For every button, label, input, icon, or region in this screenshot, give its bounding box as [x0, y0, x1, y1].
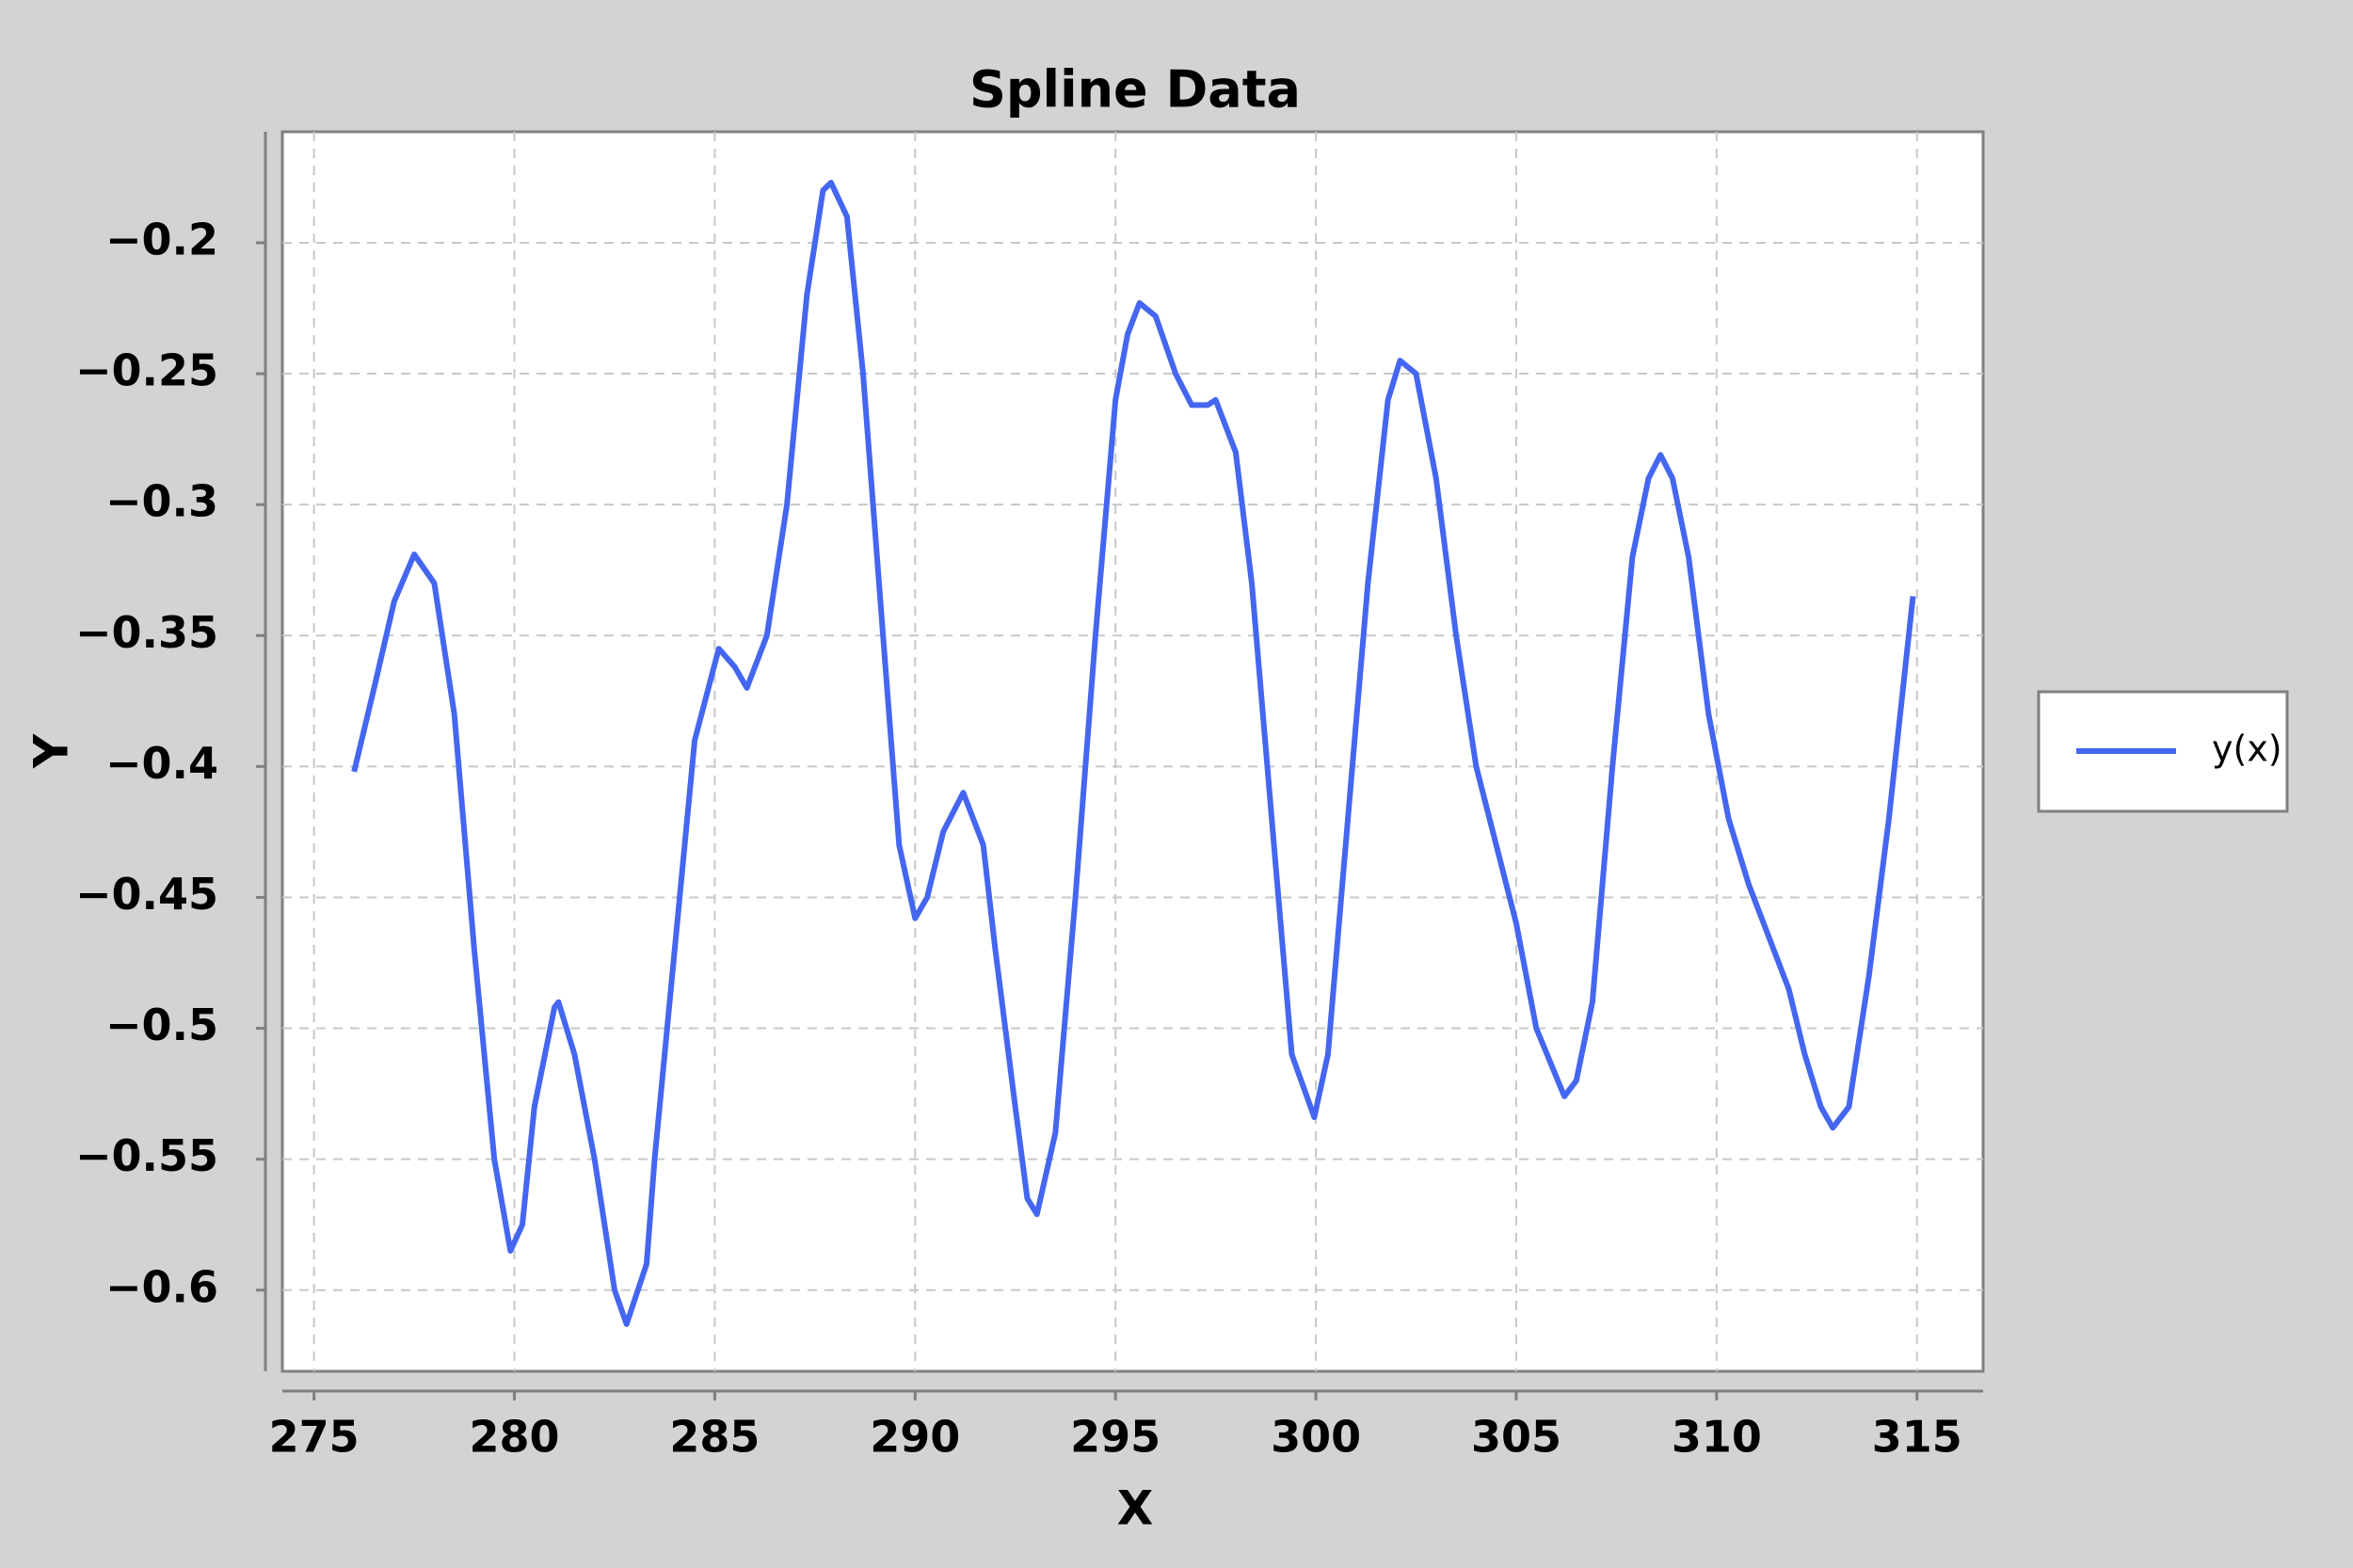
x-tick-label: 290	[870, 1412, 960, 1463]
plot-area	[280, 130, 1985, 1373]
y-axis-label: Y	[24, 733, 79, 769]
y-tick-label: −0.3	[105, 476, 218, 527]
y-tick-label: −0.5	[105, 1000, 218, 1050]
y-tick-label: −0.55	[75, 1130, 218, 1181]
chart-title: Spline Data	[969, 60, 1301, 120]
y-tick-label: −0.4	[105, 738, 218, 789]
line-series	[351, 180, 1916, 1327]
x-tick-label: 315	[1872, 1412, 1962, 1463]
x-tick-label: 280	[470, 1412, 560, 1463]
y-tick-label: −0.45	[75, 869, 218, 920]
legend-label: y(x)	[2212, 728, 2282, 770]
y-tick-label: −0.35	[75, 607, 218, 658]
y-tick-label: −0.25	[75, 345, 218, 396]
x-tick-label: 295	[1070, 1412, 1160, 1463]
x-tick-label: 305	[1471, 1412, 1561, 1463]
y-tick-label: −0.6	[105, 1261, 218, 1312]
x-tick-label: 300	[1271, 1412, 1361, 1463]
x-tick-label: 285	[669, 1412, 760, 1463]
x-tick-label: 310	[1672, 1412, 1762, 1463]
x-axis-label: X	[1117, 1481, 1154, 1536]
x-tick-label: 275	[269, 1412, 360, 1463]
y-tick-label: −0.2	[105, 214, 218, 264]
